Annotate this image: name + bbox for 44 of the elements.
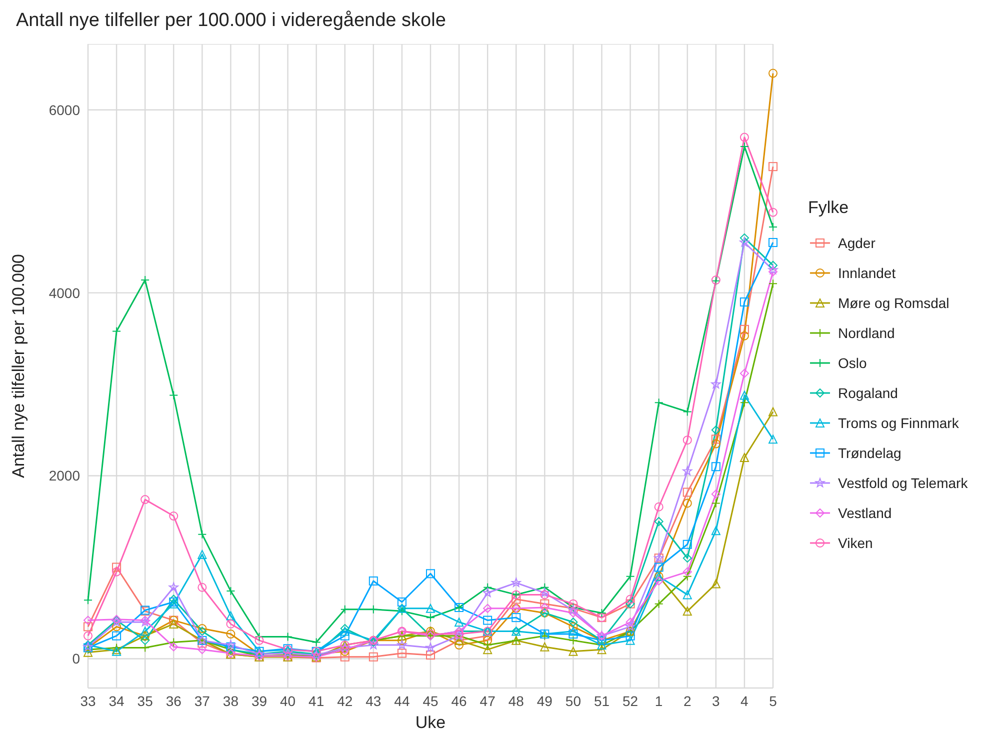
- x-tick-label: 52: [622, 692, 638, 709]
- x-tick-label: 34: [108, 692, 125, 709]
- legend-label: Rogaland: [838, 385, 898, 401]
- x-tick-label: 51: [594, 692, 610, 709]
- x-tick-label: 36: [166, 692, 182, 709]
- legend-label: Troms og Finnmark: [838, 415, 959, 431]
- x-tick-label: 4: [740, 692, 749, 709]
- x-tick-label: 47: [480, 692, 496, 709]
- x-tick-label: 39: [251, 692, 268, 709]
- legend-label: Agder: [838, 235, 876, 251]
- x-tick-label: 50: [565, 692, 582, 709]
- y-tick-label: 0: [72, 650, 80, 667]
- legend-label: Møre og Romsdal: [838, 295, 950, 311]
- x-tick-label: 5: [769, 692, 778, 709]
- x-tick-label: 49: [536, 692, 553, 709]
- x-tick-label: 48: [508, 692, 524, 709]
- y-axis-title: Antall nye tilfeller per 100.000: [9, 254, 28, 478]
- x-tick-label: 46: [451, 692, 468, 709]
- y-tick-label: 6000: [48, 102, 80, 118]
- x-tick-label: 40: [280, 692, 296, 709]
- legend-label: Vestland: [838, 505, 892, 521]
- x-tick-label: 43: [366, 692, 382, 709]
- x-tick-label: 1: [654, 692, 663, 709]
- x-tick-label: 3: [712, 692, 720, 709]
- x-axis-title: Uke: [415, 713, 446, 732]
- legend-label: Viken: [838, 535, 873, 551]
- x-tick-label: 33: [80, 692, 96, 709]
- x-tick-label: 44: [394, 692, 410, 709]
- legend-label: Vestfold og Telemark: [838, 475, 968, 491]
- x-tick-label: 37: [194, 692, 210, 709]
- legend-title: Fylke: [808, 198, 850, 218]
- x-tick-label: 42: [337, 692, 353, 709]
- x-tick-label: 2: [683, 692, 692, 709]
- x-tick-label: 41: [308, 692, 324, 709]
- x-tick-label: 35: [137, 692, 154, 709]
- legend-label: Trøndelag: [838, 445, 902, 461]
- y-tick-label: 4000: [48, 284, 80, 301]
- legend-label: Innlandet: [838, 265, 896, 281]
- legend-label: Nordland: [838, 325, 895, 341]
- chart-title: Antall nye tilfeller per 100.000 i videregående skole: [16, 10, 446, 32]
- y-tick-label: 2000: [48, 468, 80, 484]
- x-tick-label: 45: [422, 692, 438, 709]
- legend-label: Oslo: [838, 355, 867, 371]
- x-tick-label: 38: [222, 692, 239, 709]
